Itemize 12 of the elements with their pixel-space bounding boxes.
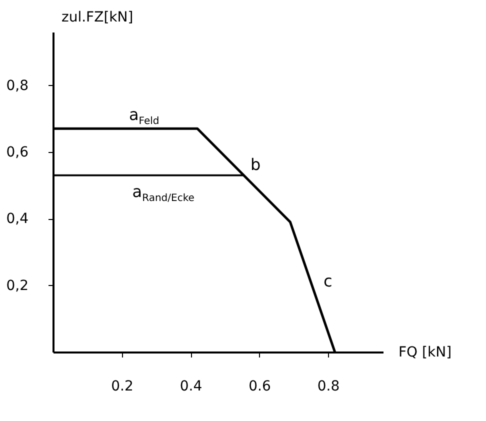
x-tick-label: 0.8 [317,378,340,394]
x-axis-title: FQ [kN] [398,344,452,360]
x-tick-label: 0.6 [248,378,271,394]
y-tick-label: 0,4 [6,211,29,228]
y-tick-label: 0,6 [6,144,29,160]
annotation: c [323,272,332,291]
annotation: b [250,155,261,174]
x-tick-label: 0.4 [180,378,202,394]
x-tick-label: 0.2 [111,378,134,394]
y-tick-label: 0,8 [6,78,28,94]
y-axis-title: zul.FZ[kN] [62,10,134,26]
y-tick-label: 0,2 [6,278,28,294]
